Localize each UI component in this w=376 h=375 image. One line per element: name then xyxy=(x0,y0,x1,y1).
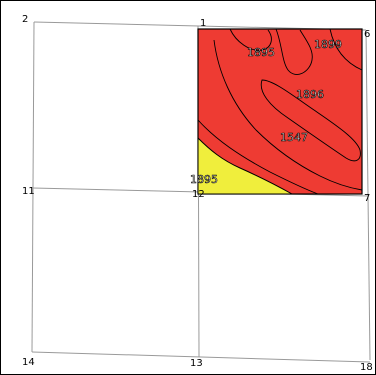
section-number: 13 xyxy=(190,358,203,369)
contour-line xyxy=(213,39,363,191)
map-unit-label: 1895 xyxy=(247,46,275,59)
contour-line xyxy=(260,79,361,162)
section-number: 6 xyxy=(364,29,370,40)
section-number: 18 xyxy=(360,362,373,373)
contour-line xyxy=(229,28,272,51)
contour-line xyxy=(197,119,319,195)
section-line-right xyxy=(365,29,371,361)
section-line-bottom xyxy=(31,351,371,363)
section-number: 1 xyxy=(200,18,206,29)
section-numbers: 2 1 6 11 12 7 14 13 18 xyxy=(22,14,373,373)
map-unit-label: 1899 xyxy=(314,38,342,51)
section-line-left xyxy=(31,21,35,353)
map-unit-label: 1547 xyxy=(280,131,308,144)
section-number: 11 xyxy=(22,186,35,197)
contour-line xyxy=(329,28,363,71)
contour-line xyxy=(275,28,313,75)
section-number: 7 xyxy=(364,193,370,204)
map-unit-label: 1895 xyxy=(190,173,218,186)
section-number: 12 xyxy=(192,189,205,200)
section-number: 2 xyxy=(22,14,28,25)
soil-zone-yellow[interactable] xyxy=(197,136,294,195)
map-unit-label: 1896 xyxy=(296,88,324,101)
contour-lines xyxy=(197,28,363,195)
section-number: 14 xyxy=(22,357,35,368)
